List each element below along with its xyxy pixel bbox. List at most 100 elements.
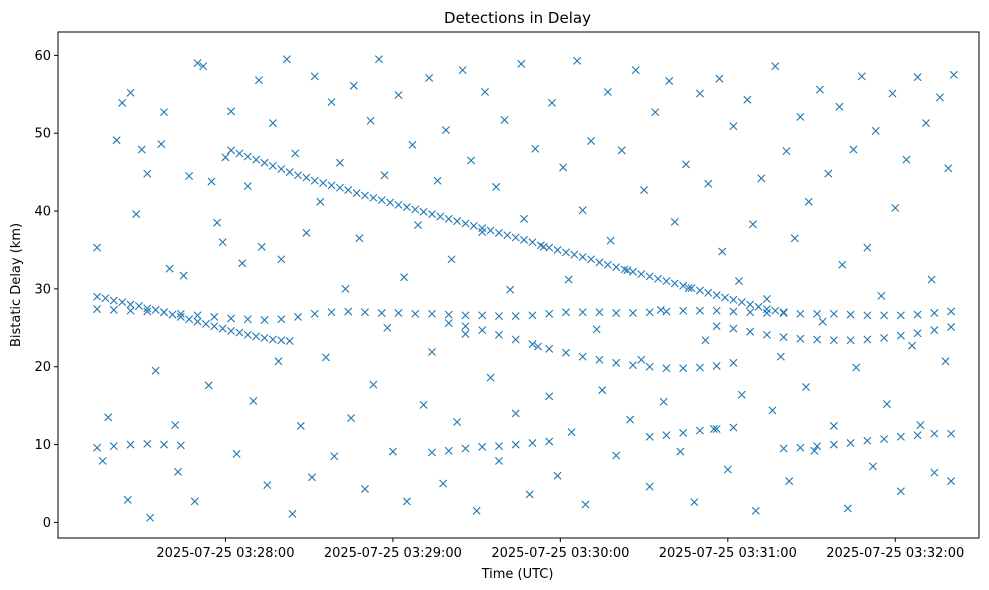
detection-point — [578, 206, 587, 215]
detection-point — [310, 72, 319, 81]
detection-point — [528, 340, 537, 349]
detection-point — [896, 331, 905, 340]
detection-point — [561, 248, 570, 257]
detection-point — [790, 234, 799, 243]
detection-point — [748, 220, 757, 229]
detection-point — [662, 364, 671, 373]
detection-point — [143, 304, 152, 313]
detection-point — [467, 156, 476, 165]
detection-point — [704, 179, 713, 188]
detection-point — [143, 439, 152, 448]
detection-point — [104, 413, 113, 422]
detection-point — [425, 73, 434, 82]
detection-point — [263, 481, 272, 490]
detection-point — [670, 279, 679, 288]
detection-point — [757, 174, 766, 183]
detection-point — [232, 449, 241, 458]
detection-point — [785, 477, 794, 486]
detection-point — [849, 145, 858, 154]
detection-point — [185, 172, 194, 181]
detection-point — [388, 447, 397, 456]
detection-point — [913, 329, 922, 338]
detection-point — [419, 400, 428, 409]
detection-point — [704, 288, 713, 297]
detection-point — [679, 364, 688, 373]
detection-point — [402, 497, 411, 506]
detection-point — [595, 355, 604, 364]
detection-point — [134, 302, 143, 311]
detection-point — [469, 221, 478, 230]
detection-point — [880, 333, 889, 342]
y-tick-label: 10 — [34, 438, 51, 453]
detection-point — [118, 298, 127, 307]
detection-point — [218, 238, 227, 247]
detection-point — [603, 260, 612, 269]
detection-point — [327, 308, 336, 317]
detection-point — [494, 228, 503, 237]
y-tick-label: 0 — [43, 516, 51, 531]
detection-point — [249, 397, 258, 405]
detection-point — [374, 55, 383, 64]
detection-point — [494, 312, 503, 321]
detection-point — [737, 298, 746, 307]
y-tick-label: 50 — [34, 127, 51, 142]
detection-point — [776, 352, 785, 361]
detection-point — [877, 291, 886, 300]
detection-point — [916, 421, 925, 430]
detection-point — [511, 335, 520, 344]
detection-point — [93, 305, 102, 314]
detection-point — [813, 335, 822, 344]
detection-point — [296, 421, 305, 430]
detection-point — [645, 272, 654, 281]
detection-point — [587, 136, 596, 145]
detection-point — [109, 296, 118, 305]
detection-point — [238, 259, 247, 268]
detection-point — [478, 311, 487, 320]
detection-point — [645, 482, 654, 491]
detection-point — [595, 258, 604, 267]
detection-point — [746, 327, 755, 336]
detection-point — [637, 270, 646, 279]
detection-point — [548, 98, 556, 107]
detection-point — [857, 72, 866, 81]
detection-point — [718, 247, 727, 256]
detection-point — [908, 341, 917, 350]
detection-point — [511, 409, 520, 418]
detection-point — [623, 266, 632, 275]
detection-point — [578, 252, 587, 261]
detection-point — [361, 484, 369, 493]
detection-point — [835, 102, 844, 111]
detection-point — [204, 381, 213, 390]
y-tick-label: 20 — [34, 360, 51, 375]
detection-point — [930, 429, 939, 438]
detection-point — [414, 221, 423, 230]
detection-point — [277, 255, 286, 264]
detection-point — [729, 324, 738, 333]
detection-point — [126, 300, 135, 309]
detection-point — [846, 310, 855, 319]
detection-point — [235, 328, 244, 337]
detection-point — [612, 358, 621, 367]
detection-point — [277, 315, 286, 324]
detection-point — [810, 446, 819, 455]
detection-point — [896, 487, 905, 496]
detection-point — [628, 309, 637, 318]
detection-point — [503, 231, 512, 240]
detection-point — [612, 309, 621, 318]
detection-point — [628, 361, 637, 370]
detection-point — [486, 226, 495, 235]
detection-point — [829, 309, 838, 318]
detection-point — [386, 198, 395, 207]
detection-point — [829, 336, 838, 345]
detection-point — [218, 324, 227, 333]
detection-point — [944, 164, 953, 173]
detection-point — [294, 171, 303, 180]
detection-point — [815, 85, 824, 94]
detection-point — [553, 245, 562, 254]
detection-point — [935, 93, 944, 102]
detection-point — [846, 439, 855, 448]
detection-point — [361, 308, 369, 317]
detection-point — [327, 181, 336, 190]
detection-point — [813, 442, 822, 451]
